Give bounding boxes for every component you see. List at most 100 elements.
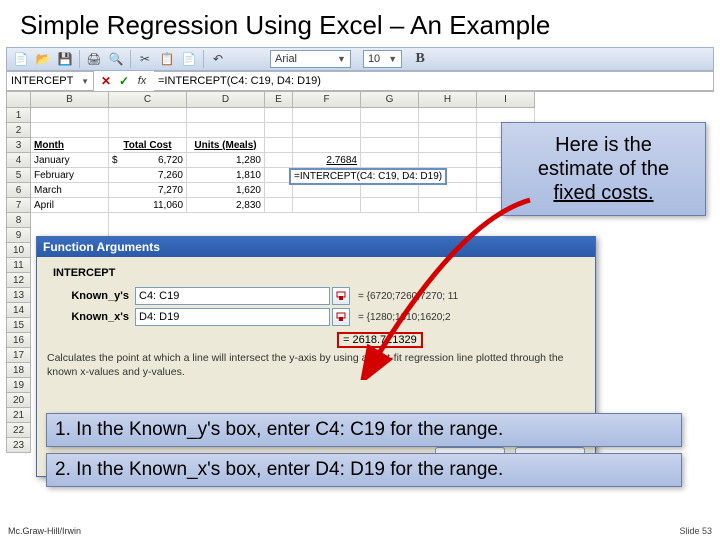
- cell[interactable]: [31, 108, 109, 123]
- cell[interactable]: [361, 153, 419, 168]
- cell-month[interactable]: March: [31, 183, 109, 198]
- cell[interactable]: [361, 138, 419, 153]
- row-header[interactable]: 7: [7, 198, 31, 213]
- row-header[interactable]: 22: [7, 423, 31, 438]
- print-icon[interactable]: 🖨: [84, 49, 104, 69]
- cell-header-month[interactable]: Month: [31, 138, 109, 153]
- copy-icon[interactable]: 📋: [157, 49, 177, 69]
- formula-input[interactable]: =INTERCEPT(C4: C19, D4: D19): [154, 71, 714, 91]
- row-header[interactable]: 20: [7, 393, 31, 408]
- new-icon[interactable]: 📄: [11, 49, 31, 69]
- col-header-d[interactable]: D: [187, 92, 265, 108]
- cell[interactable]: [109, 108, 187, 123]
- cell[interactable]: [187, 108, 265, 123]
- font-name-dropdown[interactable]: Arial ▼: [270, 50, 351, 68]
- col-header-e[interactable]: E: [265, 92, 293, 108]
- preview-icon[interactable]: 🔍: [106, 49, 126, 69]
- row-header[interactable]: 9: [7, 228, 31, 243]
- col-header-i[interactable]: I: [477, 92, 535, 108]
- row-header[interactable]: 1: [7, 108, 31, 123]
- row-header[interactable]: 13: [7, 288, 31, 303]
- row-header[interactable]: 5: [7, 168, 31, 183]
- cell[interactable]: 2.7684: [293, 153, 361, 168]
- cell-month[interactable]: April: [31, 198, 109, 213]
- cut-icon[interactable]: ✂: [135, 49, 155, 69]
- cell-units[interactable]: 1,810: [187, 168, 265, 183]
- row-header[interactable]: 19: [7, 378, 31, 393]
- row-header[interactable]: 3: [7, 138, 31, 153]
- paste-icon[interactable]: 📄: [179, 49, 199, 69]
- cell[interactable]: [31, 213, 109, 228]
- cell[interactable]: [419, 138, 477, 153]
- range-picker-icon[interactable]: [332, 287, 350, 305]
- cell[interactable]: [265, 198, 293, 213]
- range-picker-icon[interactable]: [332, 308, 350, 326]
- known-xs-input[interactable]: D4: D19: [135, 308, 330, 326]
- cell[interactable]: [109, 123, 187, 138]
- open-icon[interactable]: 📂: [33, 49, 53, 69]
- cell[interactable]: [293, 123, 361, 138]
- row-header[interactable]: 18: [7, 363, 31, 378]
- cell[interactable]: [361, 123, 419, 138]
- font-size-dropdown[interactable]: 10 ▼: [363, 50, 402, 68]
- cell-month[interactable]: January: [31, 153, 109, 168]
- cell[interactable]: [419, 183, 477, 198]
- cell[interactable]: [361, 183, 419, 198]
- cell[interactable]: [293, 138, 361, 153]
- cancel-formula-icon[interactable]: ✕: [98, 73, 114, 89]
- cell-header-cost[interactable]: Total Cost: [109, 138, 187, 153]
- row-header[interactable]: 23: [7, 438, 31, 453]
- cell[interactable]: [265, 123, 293, 138]
- row-header[interactable]: 16: [7, 333, 31, 348]
- row-header[interactable]: 6: [7, 183, 31, 198]
- cell-header-units[interactable]: Units (Meals): [187, 138, 265, 153]
- cell[interactable]: [419, 108, 477, 123]
- cell[interactable]: [265, 153, 293, 168]
- cell-units[interactable]: 1,280: [187, 153, 265, 168]
- row-header[interactable]: 17: [7, 348, 31, 363]
- cell-month[interactable]: February: [31, 168, 109, 183]
- row-header[interactable]: 15: [7, 318, 31, 333]
- bold-button[interactable]: B: [410, 49, 430, 69]
- name-box[interactable]: INTERCEPT ▼: [6, 71, 94, 91]
- cell[interactable]: [419, 198, 477, 213]
- col-header-c[interactable]: C: [109, 92, 187, 108]
- cell[interactable]: [265, 108, 293, 123]
- row-header[interactable]: 2: [7, 123, 31, 138]
- cell[interactable]: [265, 138, 293, 153]
- col-header-f[interactable]: F: [293, 92, 361, 108]
- save-icon[interactable]: 💾: [55, 49, 75, 69]
- undo-icon[interactable]: ↶: [208, 49, 228, 69]
- cell-cost[interactable]: 11,060: [109, 198, 187, 213]
- col-header-h[interactable]: H: [419, 92, 477, 108]
- cell[interactable]: [265, 183, 293, 198]
- cell-units[interactable]: 2,830: [187, 198, 265, 213]
- col-header-b[interactable]: B: [31, 92, 109, 108]
- row-header[interactable]: 14: [7, 303, 31, 318]
- row-header[interactable]: 11: [7, 258, 31, 273]
- cell[interactable]: [361, 198, 419, 213]
- cell-cost[interactable]: 7,270: [109, 183, 187, 198]
- row-header[interactable]: 12: [7, 273, 31, 288]
- cell[interactable]: [477, 108, 535, 123]
- known-ys-input[interactable]: C4: C19: [135, 287, 330, 305]
- cell[interactable]: [419, 153, 477, 168]
- row-header[interactable]: 21: [7, 408, 31, 423]
- row-header[interactable]: 4: [7, 153, 31, 168]
- row-header[interactable]: 10: [7, 243, 31, 258]
- cell-cost[interactable]: 7,260: [109, 168, 187, 183]
- confirm-formula-icon[interactable]: ✓: [116, 73, 132, 89]
- cell[interactable]: [293, 108, 361, 123]
- select-all-corner[interactable]: [7, 92, 31, 108]
- cell[interactable]: [419, 123, 477, 138]
- cell[interactable]: [293, 183, 361, 198]
- cell[interactable]: [31, 123, 109, 138]
- cell[interactable]: [293, 198, 361, 213]
- cell-units[interactable]: 1,620: [187, 183, 265, 198]
- cell[interactable]: [361, 108, 419, 123]
- cell[interactable]: [187, 123, 265, 138]
- cell-cost[interactable]: $6,720: [109, 153, 187, 168]
- col-header-g[interactable]: G: [361, 92, 419, 108]
- fx-icon[interactable]: fx: [134, 73, 150, 89]
- row-header[interactable]: 8: [7, 213, 31, 228]
